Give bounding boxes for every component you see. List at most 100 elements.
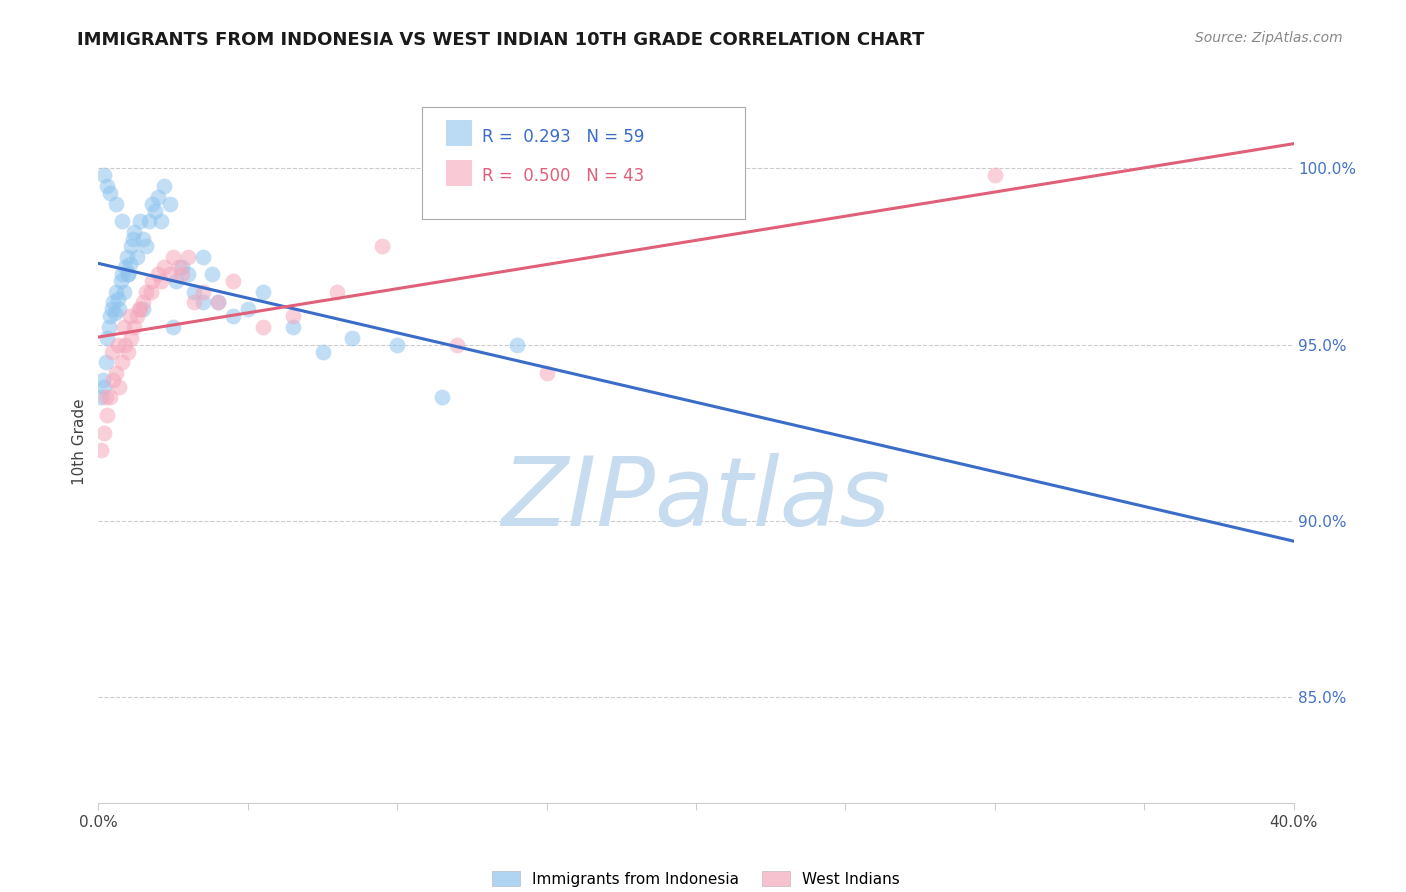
- Point: [150, 274, 173, 288]
- Point: [101, 344, 124, 359]
- Point: [159, 196, 181, 211]
- Point: [104, 306, 127, 320]
- Point: [93, 169, 115, 183]
- Point: [103, 295, 125, 310]
- Y-axis label: 10th Grade: 10th Grade: [72, 398, 87, 485]
- Text: Source: ZipAtlas.com: Source: ZipAtlas.com: [1195, 31, 1343, 45]
- Point: [117, 267, 139, 281]
- Point: [159, 267, 181, 281]
- Point: [112, 320, 135, 334]
- Point: [143, 203, 166, 218]
- Point: [118, 256, 141, 270]
- Point: [98, 186, 122, 200]
- Point: [153, 260, 176, 274]
- Point: [96, 179, 118, 194]
- Point: [132, 232, 155, 246]
- Point: [191, 295, 214, 310]
- Point: [112, 285, 135, 299]
- Point: [150, 214, 173, 228]
- Point: [236, 302, 259, 317]
- Point: [165, 274, 187, 288]
- Point: [183, 285, 205, 299]
- Point: [91, 373, 114, 387]
- Point: [111, 214, 134, 228]
- Point: [167, 260, 190, 274]
- Point: [107, 337, 129, 351]
- Point: [111, 355, 134, 369]
- Point: [162, 250, 184, 264]
- Point: [311, 344, 333, 359]
- Point: [115, 250, 138, 264]
- Point: [118, 310, 141, 324]
- Point: [117, 344, 139, 359]
- Point: [120, 330, 142, 344]
- Point: [371, 239, 394, 253]
- Point: [252, 285, 274, 299]
- Point: [141, 196, 163, 211]
- Text: R =  0.293   N = 59: R = 0.293 N = 59: [482, 128, 644, 145]
- Point: [121, 232, 143, 246]
- Point: [94, 391, 117, 405]
- Point: [98, 310, 122, 324]
- Point: [385, 337, 409, 351]
- Point: [172, 267, 194, 281]
- Point: [127, 250, 149, 264]
- Point: [120, 239, 142, 253]
- Point: [148, 189, 170, 203]
- Point: [132, 295, 155, 310]
- Point: [141, 274, 163, 288]
- Point: [222, 310, 245, 324]
- Point: [97, 320, 120, 334]
- Point: [90, 391, 112, 405]
- Point: [108, 380, 131, 394]
- Point: [96, 330, 118, 344]
- Point: [90, 443, 112, 458]
- Point: [94, 355, 117, 369]
- Point: [124, 320, 146, 334]
- Point: [191, 250, 214, 264]
- Point: [117, 267, 139, 281]
- Point: [183, 295, 205, 310]
- Point: [129, 302, 152, 317]
- Point: [105, 366, 128, 380]
- Point: [103, 373, 125, 387]
- Point: [506, 337, 529, 351]
- Point: [105, 285, 128, 299]
- Point: [108, 302, 131, 317]
- Point: [326, 285, 349, 299]
- Point: [93, 425, 115, 440]
- Point: [107, 292, 129, 306]
- Point: [191, 285, 214, 299]
- Legend: Immigrants from Indonesia, West Indians: Immigrants from Indonesia, West Indians: [486, 864, 905, 892]
- Point: [111, 267, 134, 281]
- Point: [114, 337, 136, 351]
- Point: [342, 330, 364, 344]
- Point: [536, 366, 558, 380]
- Text: IMMIGRANTS FROM INDONESIA VS WEST INDIAN 10TH GRADE CORRELATION CHART: IMMIGRANTS FROM INDONESIA VS WEST INDIAN…: [77, 31, 925, 49]
- Point: [124, 225, 146, 239]
- Point: [96, 408, 118, 422]
- Point: [110, 274, 132, 288]
- Point: [177, 250, 200, 264]
- Point: [430, 391, 453, 405]
- Text: ZIPatlas: ZIPatlas: [502, 453, 890, 546]
- Point: [162, 320, 184, 334]
- Point: [281, 320, 304, 334]
- Point: [172, 260, 194, 274]
- Point: [114, 260, 136, 274]
- Point: [138, 214, 160, 228]
- Text: R =  0.500   N = 43: R = 0.500 N = 43: [482, 167, 644, 185]
- Point: [207, 295, 229, 310]
- Point: [139, 285, 162, 299]
- Point: [201, 267, 224, 281]
- Point: [93, 380, 115, 394]
- Point: [128, 302, 150, 317]
- Point: [252, 320, 274, 334]
- Point: [98, 391, 122, 405]
- Point: [177, 267, 200, 281]
- Point: [153, 179, 176, 194]
- Point: [207, 295, 229, 310]
- Point: [446, 337, 468, 351]
- Point: [135, 239, 157, 253]
- Point: [222, 274, 245, 288]
